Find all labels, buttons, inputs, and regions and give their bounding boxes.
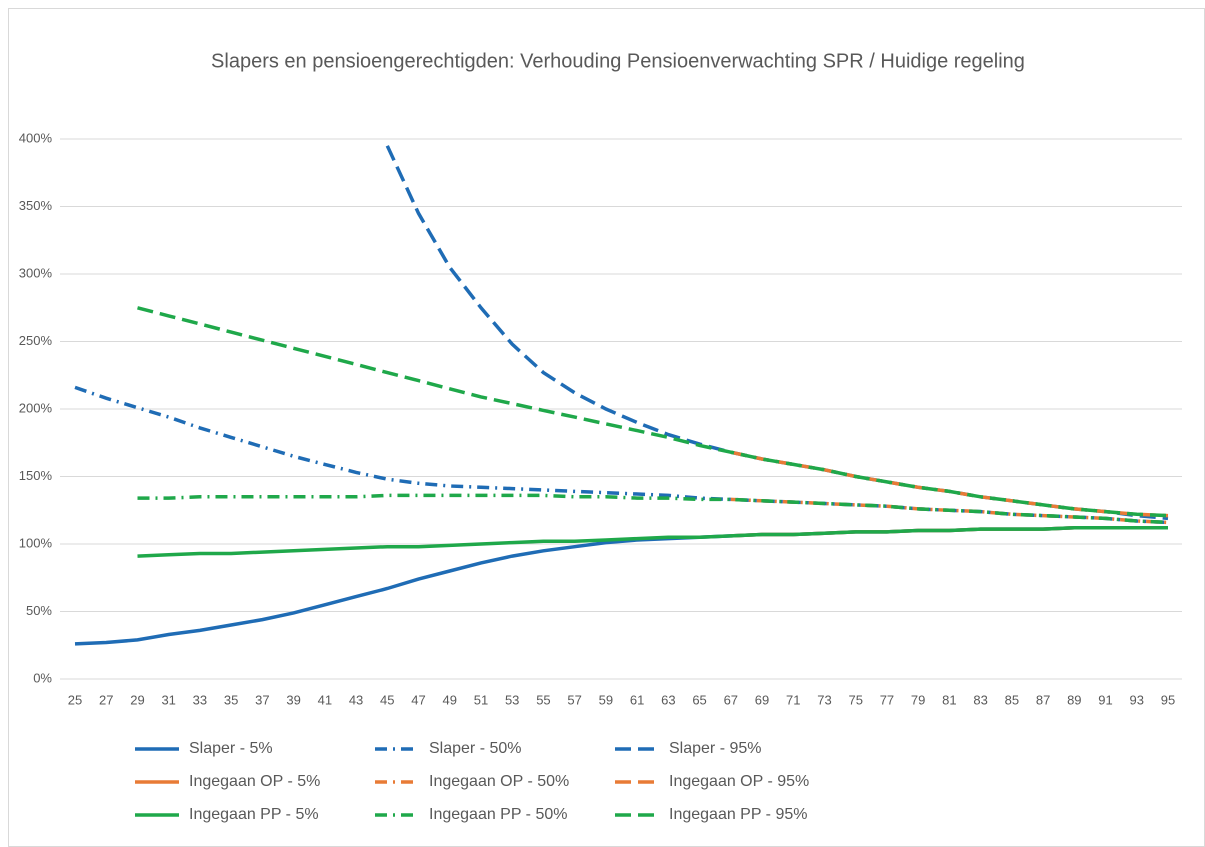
x-tick-label: 55 xyxy=(536,692,550,707)
legend-label: Ingegaan OP - 95% xyxy=(669,773,809,790)
y-tick-label: 250% xyxy=(19,333,53,348)
x-tick-label: 87 xyxy=(1036,692,1050,707)
y-tick-label: 200% xyxy=(19,400,53,415)
x-tick-label: 63 xyxy=(661,692,675,707)
x-tick-label: 71 xyxy=(786,692,800,707)
x-tick-label: 79 xyxy=(911,692,925,707)
x-tick-label: 45 xyxy=(380,692,394,707)
x-tick-label: 93 xyxy=(1130,692,1144,707)
x-tick-label: 31 xyxy=(161,692,175,707)
y-tick-label: 0% xyxy=(33,670,52,685)
x-tick-label: 27 xyxy=(99,692,113,707)
x-tick-label: 69 xyxy=(755,692,769,707)
legend-label: Slaper - 5% xyxy=(189,740,273,757)
x-tick-label: 47 xyxy=(411,692,425,707)
series-line xyxy=(137,526,1168,558)
x-tick-label: 77 xyxy=(880,692,894,707)
series-line xyxy=(137,493,1169,525)
x-tick-label: 61 xyxy=(630,692,644,707)
series-line xyxy=(137,306,1169,518)
x-tick-label: 67 xyxy=(724,692,738,707)
x-tick-label: 75 xyxy=(848,692,862,707)
x-tick-label: 65 xyxy=(692,692,706,707)
y-tick-label: 150% xyxy=(19,468,53,483)
x-tick-label: 25 xyxy=(68,692,82,707)
x-tick-label: 49 xyxy=(443,692,457,707)
legend-label: Ingegaan PP - 95% xyxy=(669,806,807,823)
x-tick-label: 57 xyxy=(567,692,581,707)
y-tick-label: 300% xyxy=(19,265,53,280)
x-tick-label: 41 xyxy=(318,692,332,707)
x-tick-label: 51 xyxy=(474,692,488,707)
legend-label: Slaper - 50% xyxy=(429,740,522,757)
x-tick-label: 89 xyxy=(1067,692,1081,707)
x-tick-label: 35 xyxy=(224,692,238,707)
legend-label: Ingegaan OP - 5% xyxy=(189,773,320,790)
chart-frame xyxy=(8,8,1205,847)
legend-label: Ingegaan PP - 5% xyxy=(189,806,319,823)
x-tick-label: 53 xyxy=(505,692,519,707)
x-tick-label: 83 xyxy=(973,692,987,707)
x-tick-label: 39 xyxy=(286,692,300,707)
legend-label: Ingegaan PP - 50% xyxy=(429,806,567,823)
y-tick-label: 50% xyxy=(26,603,52,618)
x-tick-label: 95 xyxy=(1161,692,1175,707)
x-tick-label: 85 xyxy=(1005,692,1019,707)
legend-label: Ingegaan OP - 50% xyxy=(429,773,569,790)
y-tick-label: 100% xyxy=(19,535,53,550)
x-tick-label: 91 xyxy=(1098,692,1112,707)
x-tick-label: 59 xyxy=(599,692,613,707)
chart-title: Slapers en pensioengerechtigden: Verhoud… xyxy=(211,50,1025,72)
x-tick-label: 37 xyxy=(255,692,269,707)
y-tick-label: 350% xyxy=(19,198,53,213)
x-tick-label: 29 xyxy=(130,692,144,707)
x-tick-label: 73 xyxy=(817,692,831,707)
x-tick-label: 43 xyxy=(349,692,363,707)
y-tick-label: 400% xyxy=(19,130,53,145)
x-tick-label: 33 xyxy=(193,692,207,707)
series-line xyxy=(74,385,1169,525)
x-tick-label: 81 xyxy=(942,692,956,707)
legend-label: Slaper - 95% xyxy=(669,740,762,757)
